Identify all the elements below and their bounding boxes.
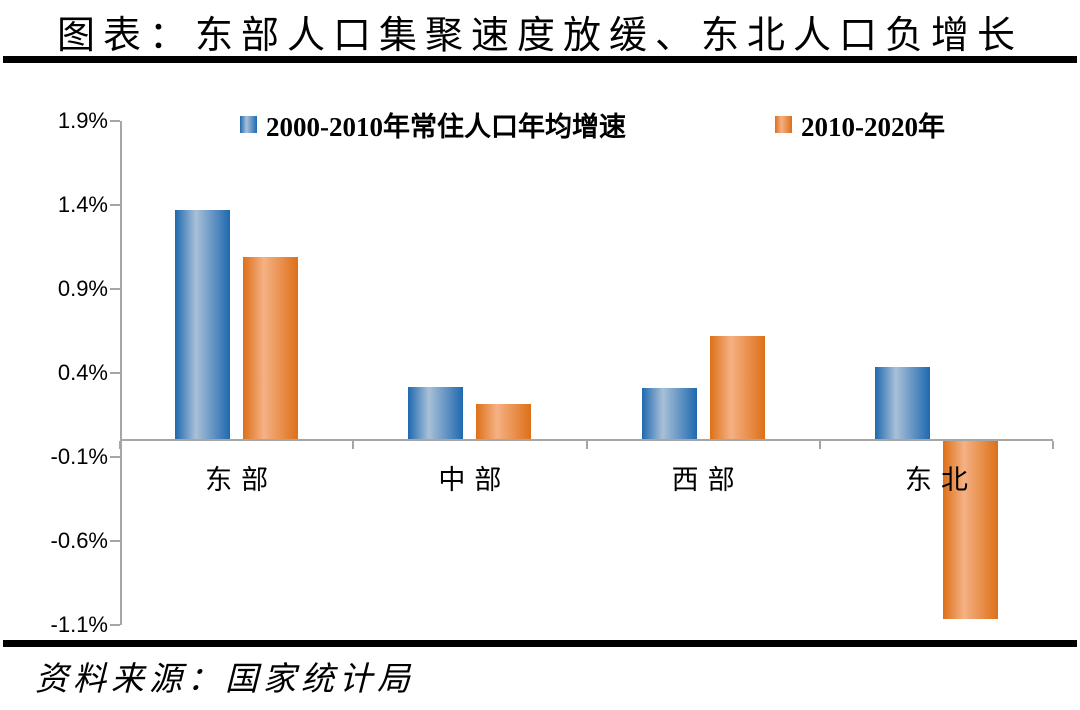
- x-axis-line: [120, 439, 1053, 441]
- y-axis-tick-label: 0.9%: [57, 276, 108, 302]
- top-divider-rule: [3, 56, 1077, 63]
- y-axis-tick-label: 0.4%: [57, 360, 108, 386]
- y-axis-tick: [110, 120, 120, 123]
- legend-swatch-blue: [240, 115, 257, 133]
- legend-swatch-orange: [775, 115, 792, 133]
- x-axis-category-label: 东部: [205, 465, 278, 496]
- legend-item-series-2: 2010-2020年: [775, 109, 945, 142]
- source-note: 资料来源：国家统计局: [35, 659, 415, 698]
- y-axis-tick-label: -0.1%: [50, 444, 108, 470]
- bar-series2-northeast: [942, 441, 998, 619]
- legend-label-series-2: 2010-2020年: [801, 111, 945, 142]
- x-axis-tick: [585, 441, 588, 449]
- bar-series2-west: [709, 336, 765, 439]
- x-axis-tick: [1052, 441, 1054, 449]
- bottom-divider-rule: [3, 640, 1077, 647]
- legend-item-series-1: 2000-2010年常住人口年均增速: [240, 109, 626, 142]
- bar-series1-east: [175, 210, 231, 439]
- bar-series1-central: [408, 386, 464, 439]
- bar-series1-northeast: [874, 366, 930, 439]
- y-axis-tick: [110, 372, 120, 375]
- y-axis-tick: [110, 288, 120, 291]
- bar-series2-east: [243, 257, 299, 439]
- y-axis-tick: [110, 204, 120, 207]
- y-axis-tick-label: 1.4%: [57, 192, 108, 218]
- y-axis-tick-label: -1.1%: [50, 612, 108, 638]
- x-axis-tick: [818, 441, 821, 449]
- x-axis-tick: [352, 441, 355, 449]
- y-axis-line: [120, 121, 122, 625]
- bar-series1-west: [641, 388, 697, 439]
- x-axis-category-label: 中部: [438, 465, 511, 496]
- x-axis-category-label: 东北: [904, 465, 977, 496]
- x-axis-category-label: 西部: [671, 465, 744, 496]
- x-axis-tick: [119, 441, 121, 449]
- y-axis-tick-label: 1.9%: [57, 108, 108, 134]
- y-axis-tick-label: -0.6%: [50, 528, 108, 554]
- y-axis-tick: [110, 456, 120, 459]
- y-axis-tick: [110, 540, 120, 543]
- chart-title: 图表：东部人口集聚速度放缓、东北人口负增长: [56, 13, 1023, 57]
- bar-series2-central: [476, 403, 532, 439]
- y-axis-tick: [110, 624, 120, 627]
- legend-label-series-1: 2000-2010年常住人口年均增速: [266, 111, 626, 142]
